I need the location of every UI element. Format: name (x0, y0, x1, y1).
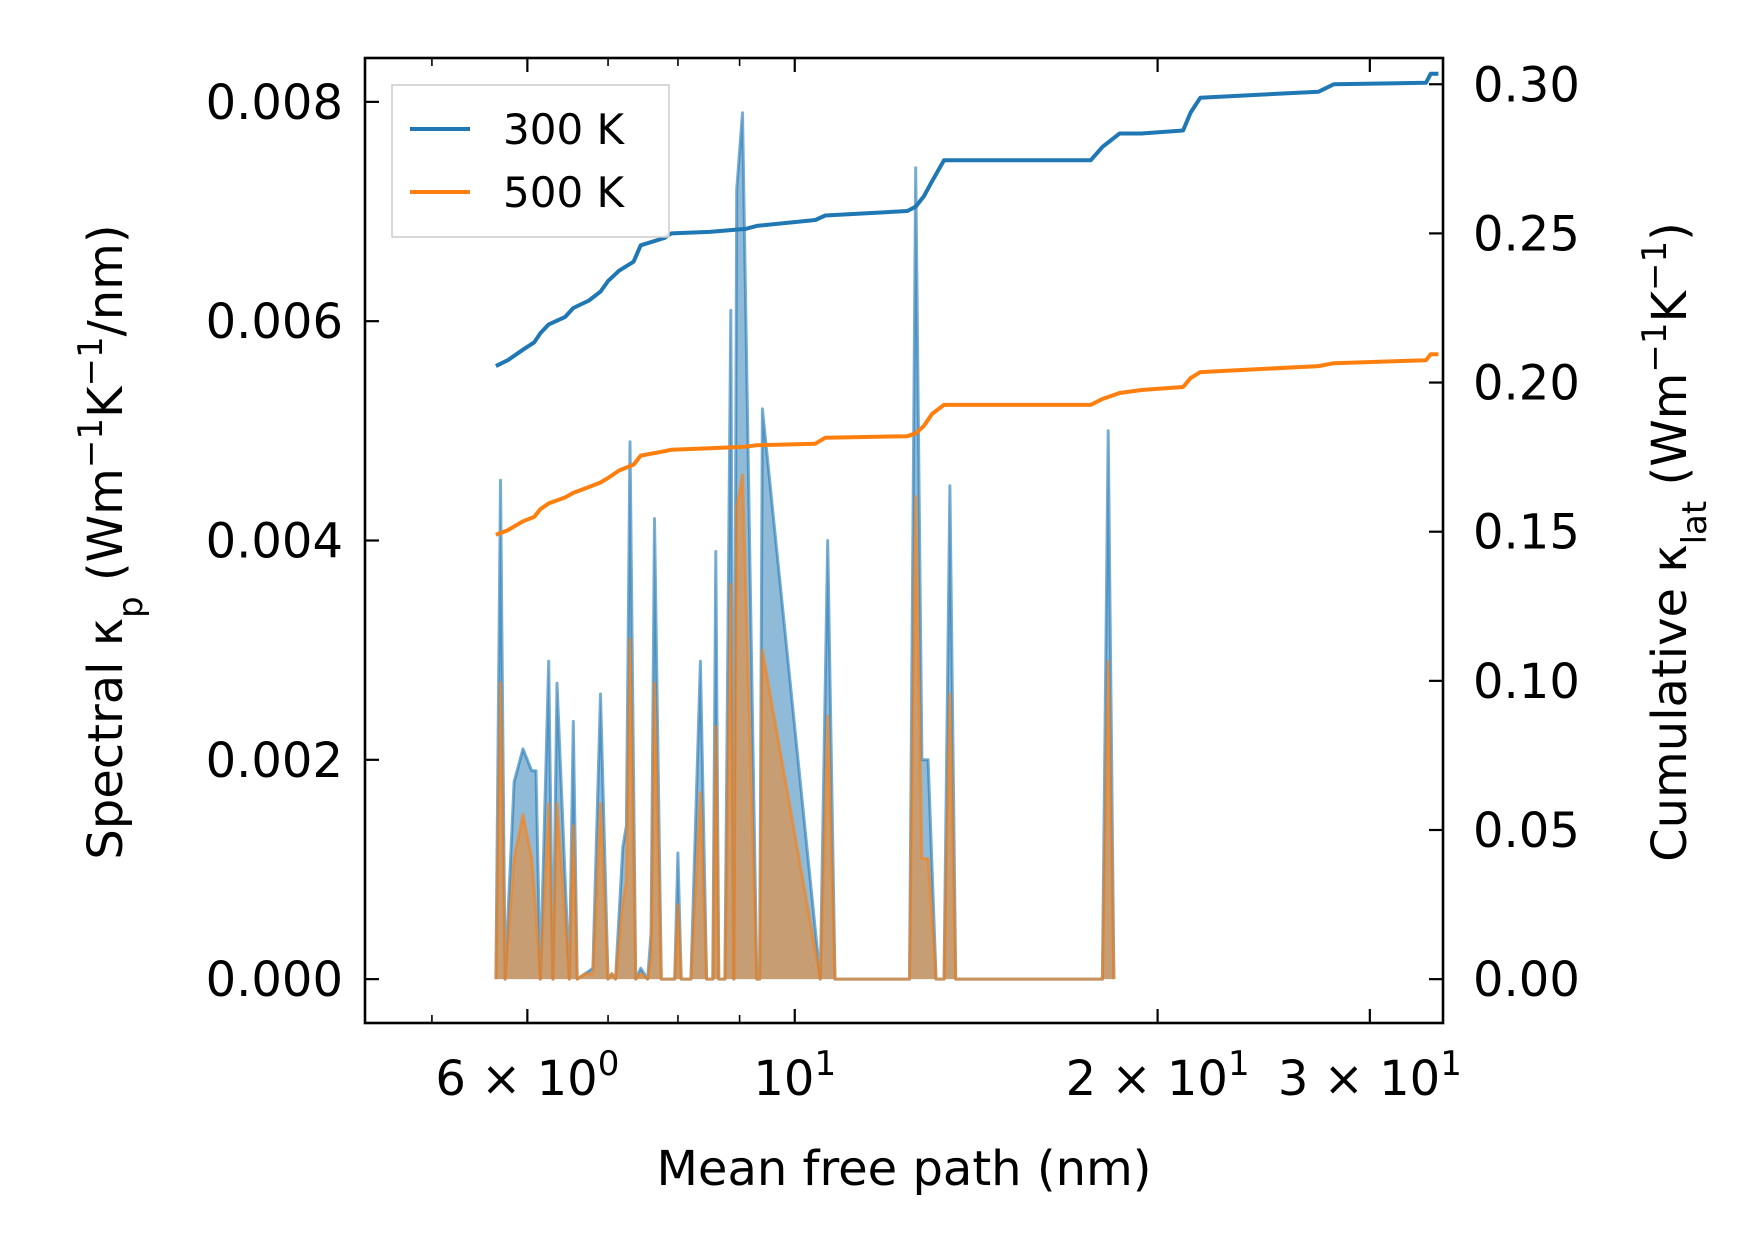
y-axis-title-sup-1: −1 (71, 418, 111, 468)
y2-tick-label: 0.30 (1473, 57, 1580, 113)
y-axis-title-part-4: /nm) (78, 224, 134, 336)
y-tick-label: 0.008 (206, 75, 343, 131)
x-tick-label: 101 (753, 1044, 836, 1107)
y2-tick-label: 0.20 (1473, 356, 1580, 412)
y2-axis-title-group: Cumulative κlat (Wm−1K−1) (1635, 222, 1715, 862)
y2-axis-title-part-4: ) (1642, 222, 1698, 241)
legend: 300 K 500 K (391, 84, 670, 238)
y2-axis-title: Cumulative κlat (Wm−1K−1) (1635, 222, 1715, 862)
legend-label-300k: 300 K (503, 105, 626, 154)
y2-tick-label: 0.15 (1473, 505, 1580, 561)
y2-tick-label: 0.05 (1473, 803, 1580, 859)
y-axis-title-sub: p (111, 596, 151, 618)
y-axis-title: Spectral κp (Wm−1K−1/nm) (71, 224, 151, 859)
y2-axis-title-sup-2: −1 (1635, 241, 1675, 291)
x-tick-label: 6 × 100 (435, 1044, 619, 1107)
y-tick-label: 0.002 (206, 733, 343, 789)
tick-labels: 0.000 0.002 0.004 0.006 0.008 0.00 0.05 0.10 0.1… (206, 57, 1580, 1107)
plot-area (494, 71, 1439, 981)
y2-axis-title-sub: lat (1675, 501, 1715, 545)
cumulative-line-500k (495, 352, 1439, 537)
y-tick-label: 0.006 (206, 294, 343, 350)
y2-axis-title-part-3: K (1642, 289, 1698, 322)
x-tick-label: 2 × 101 (1066, 1044, 1250, 1107)
y-tick-label: 0.004 (206, 514, 343, 570)
y-tick-label: 0.000 (206, 952, 343, 1008)
y2-tick-label: 0.25 (1473, 206, 1580, 262)
legend-box (391, 84, 670, 238)
axis-ticks (365, 58, 1443, 1023)
y-axis-title-part-2: (Wm (78, 468, 134, 596)
y-axis-title-part-1: Spectral κ (78, 618, 134, 860)
spectral-line-500k (494, 473, 1116, 981)
x-tick-label: 3 × 101 (1278, 1044, 1462, 1107)
y2-axis-title-part-1: Cumulative κ (1642, 544, 1698, 862)
x-axis-title: Mean free path (nm) (657, 1141, 1152, 1197)
y-axis-title-part-3: K (78, 385, 134, 418)
spectral-area-500k (495, 474, 1114, 980)
y2-tick-label: 0.10 (1473, 654, 1580, 710)
cumulative-line-300k (495, 71, 1439, 368)
y-axis-title-group: Spectral κp (Wm−1K−1/nm) (71, 224, 151, 859)
y2-tick-label: 0.00 (1473, 952, 1580, 1008)
legend-label-500k: 500 K (503, 168, 626, 217)
y-axis-title-sup-2: −1 (71, 336, 111, 386)
y2-axis-title-sup-1: −1 (1635, 322, 1675, 372)
y2-axis-title-part-2: (Wm (1642, 373, 1698, 501)
